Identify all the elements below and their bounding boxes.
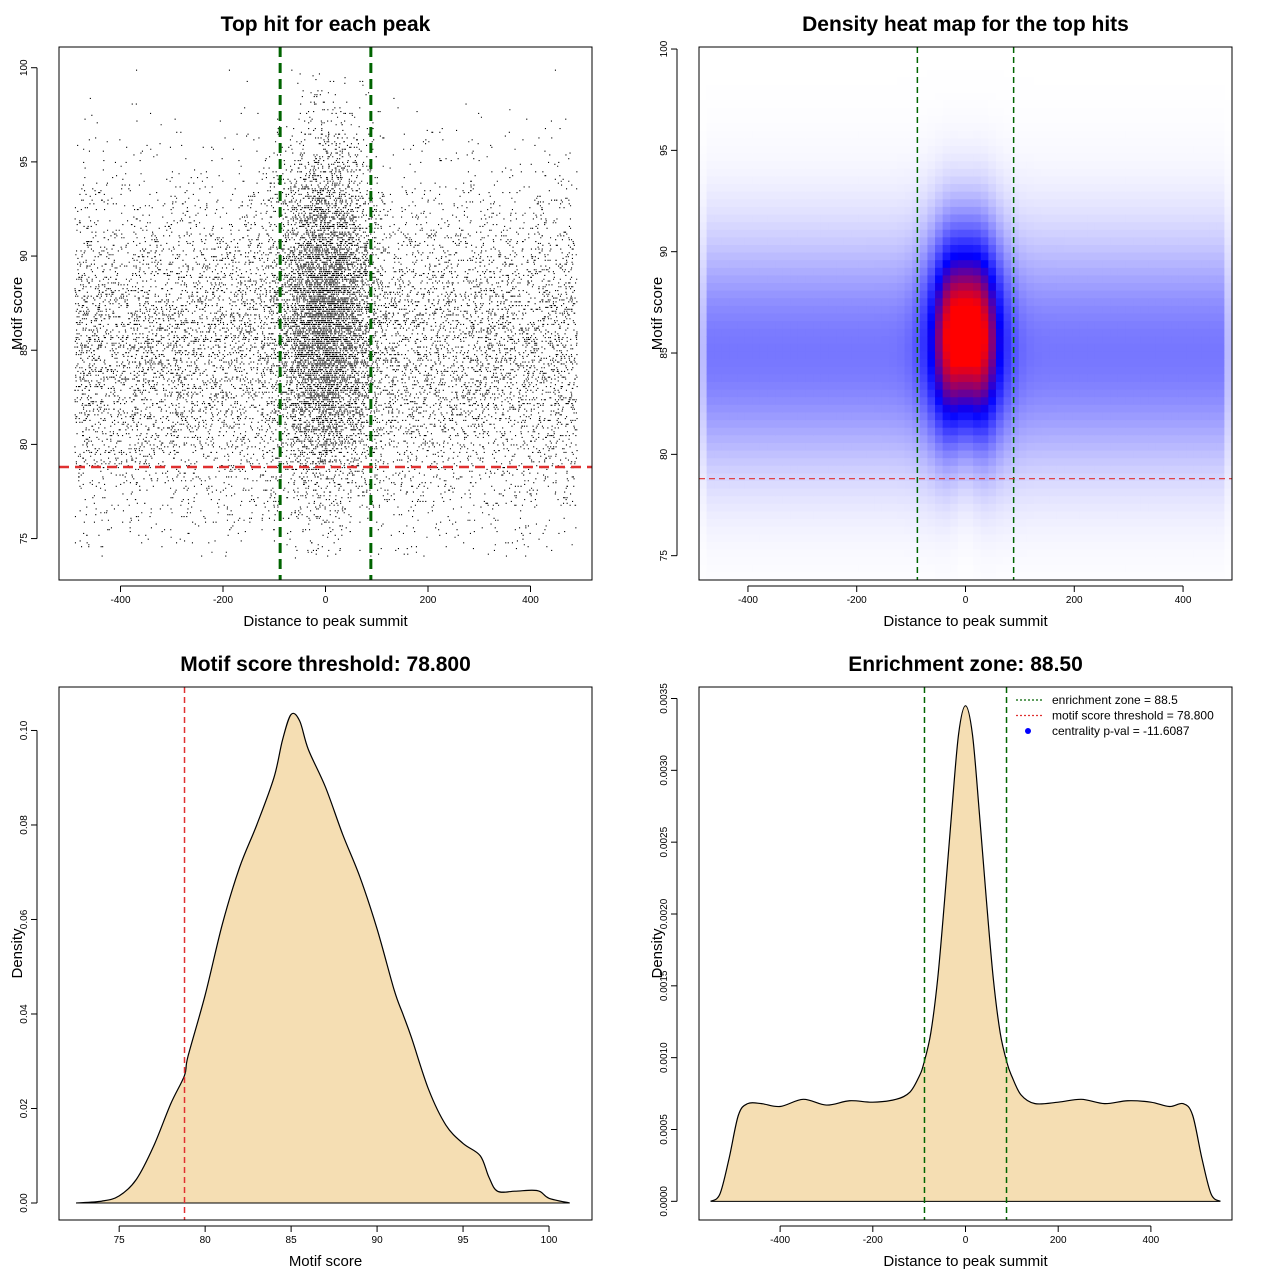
x-tick-label: 400 (1175, 595, 1192, 606)
legend-entry-label: motif score threshold = 78.800 (1052, 709, 1214, 723)
x-tick-label: 100 (541, 1235, 558, 1246)
y-tick-label: 90 (659, 246, 670, 258)
y-tick-label: 0.0005 (659, 1114, 670, 1145)
chart-title: Enrichment zone: 88.50 (848, 653, 1083, 676)
x-tick-label: -200 (847, 595, 867, 606)
legend: enrichment zone = 88.5 motif score thresh… (1016, 693, 1214, 738)
x-tick-label: 0 (963, 1235, 969, 1246)
panel-p4: -400 -200 0 200 400 0.0000 0.0005 0.0010 0.0015 0… (649, 653, 1233, 1270)
y-tick-label: 0.06 (19, 909, 30, 929)
legend-marker-point (1025, 728, 1031, 734)
density-curve (76, 712, 570, 1204)
y-tick-label: 90 (19, 250, 30, 262)
x-tick-label: 0 (323, 595, 329, 606)
y-tick-label: 95 (19, 156, 30, 168)
plot-frame (698, 46, 1233, 581)
y-tick-label: 0.02 (19, 1098, 30, 1118)
y-tick-label: 80 (19, 438, 30, 450)
x-axis-label: Distance to peak summit (883, 613, 1048, 630)
density-curve (710, 705, 1221, 1202)
y-tick-label: 0.0025 (659, 826, 670, 857)
heatmap-cells (699, 47, 1232, 580)
x-tick-label: -400 (110, 595, 130, 606)
x-axis-label: Distance to peak summit (883, 1253, 1048, 1270)
y-tick-label: 100 (19, 59, 30, 76)
y-tick-label: 0.04 (19, 1004, 30, 1024)
y-tick-label: 75 (659, 550, 670, 562)
density-area (76, 713, 570, 1203)
x-tick-label: -400 (770, 1235, 790, 1246)
y-tick-label: 95 (659, 144, 670, 156)
y-tick-label: 0.0035 (659, 683, 670, 714)
plot-area (699, 47, 1232, 580)
y-tick-label: 80 (659, 448, 670, 460)
y-tick-label: 0.0015 (659, 970, 670, 1001)
x-tick-label: 400 (522, 595, 539, 606)
x-axis-label: Distance to peak summit (243, 613, 408, 630)
x-tick-label: 400 (1143, 1235, 1160, 1246)
y-axis-label: Motif score (9, 277, 26, 350)
plot-area (710, 687, 1221, 1220)
y-tick-label: 0.08 (19, 815, 30, 835)
y-tick-label: 85 (19, 344, 30, 356)
chart-title: Motif score threshold: 78.800 (180, 653, 471, 676)
y-axis-label: Motif score (649, 277, 666, 350)
legend-entry-label: centrality p-val = -11.6087 (1052, 724, 1190, 738)
plot-frame (58, 46, 593, 581)
x-tick-label: 200 (1050, 1235, 1067, 1246)
y-tick-label: 0.10 (19, 720, 30, 740)
density-area (710, 705, 1221, 1202)
scatter-points (74, 69, 578, 559)
x-tick-label: 200 (1066, 595, 1083, 606)
y-tick-label: 0.0000 (659, 1186, 670, 1217)
x-tick-label: 75 (114, 1235, 126, 1246)
plot-frame (698, 686, 1233, 1221)
x-tick-label: 200 (420, 595, 437, 606)
x-tick-label: 0 (963, 595, 969, 606)
plot-area (76, 687, 570, 1220)
x-tick-label: 85 (286, 1235, 298, 1246)
y-tick-label: 0.0030 (659, 755, 670, 786)
chart-title: Top hit for each peak (221, 13, 431, 36)
x-tick-label: 90 (372, 1235, 384, 1246)
panel-p1: -400 -200 0 200 400 75 80 85 90 95 100 Top hit for … (9, 13, 593, 630)
y-axis-label: Density (9, 928, 26, 979)
x-tick-label: 95 (457, 1235, 469, 1246)
y-tick-label: 85 (659, 347, 670, 359)
legend-entry-label: enrichment zone = 88.5 (1052, 693, 1178, 707)
panel-p2: -400 -200 0 200 400 75 80 85 90 95 100 Density heat… (649, 13, 1233, 630)
plot-frame (58, 686, 593, 1221)
chart-title: Density heat map for the top hits (802, 13, 1129, 36)
y-tick-label: 75 (19, 533, 30, 545)
panel-p3: 75 80 85 90 95 100 0.00 0.02 0.04 0.06 0.08 0.10 Mot… (9, 653, 593, 1270)
x-tick-label: -400 (738, 595, 758, 606)
x-axis-label: Motif score (289, 1253, 362, 1270)
x-tick-label: -200 (863, 1235, 883, 1246)
x-tick-label: 80 (200, 1235, 212, 1246)
plot-area (59, 47, 592, 580)
y-tick-label: 100 (659, 40, 670, 57)
x-tick-label: -200 (213, 595, 233, 606)
y-tick-label: 0.0020 (659, 898, 670, 929)
y-axis-label: Density (649, 928, 666, 979)
y-tick-label: 0.0010 (659, 1042, 670, 1073)
y-tick-label: 0.00 (19, 1193, 30, 1213)
